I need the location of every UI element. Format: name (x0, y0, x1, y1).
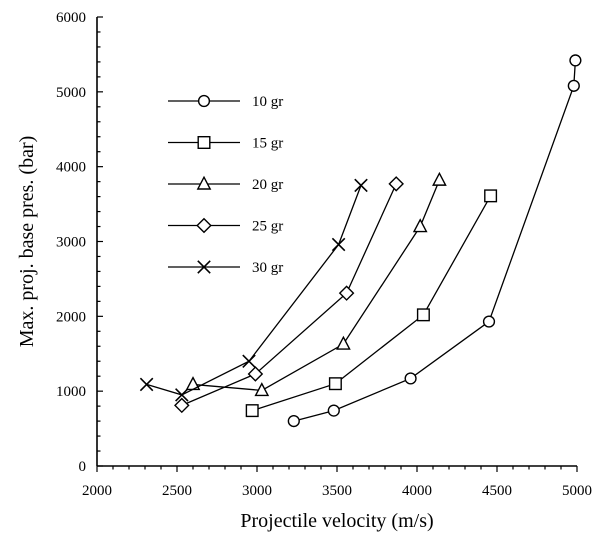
legend-marker (197, 94, 211, 108)
series-line (192, 179, 441, 392)
legend-marker (196, 217, 212, 234)
y-axis-title: Max. proj. base pres. (bar) (16, 136, 38, 348)
y-tick-label: 4000 (56, 160, 86, 176)
x-tick-label: 4500 (482, 483, 512, 499)
legend-label: 15 gr (252, 136, 283, 152)
data-point (327, 404, 340, 417)
data-point (416, 308, 430, 322)
series-group (185, 171, 447, 397)
data-point (245, 404, 259, 418)
axes (96, 17, 577, 467)
y-tick-label: 3000 (56, 235, 86, 251)
legend-label: 20 gr (252, 177, 283, 193)
data-point (482, 315, 496, 328)
legend: 10 gr 15 gr 20 gr 25 gr 30 gr (168, 94, 283, 276)
data-point (388, 176, 404, 192)
data-point (338, 285, 355, 301)
data-point (254, 382, 270, 397)
series-group (245, 189, 498, 418)
series-line (251, 195, 492, 412)
legend-item: 30 gr (168, 260, 283, 276)
x-tick-label: 2000 (82, 483, 112, 499)
x-axis-title: Projectile velocity (m/s) (240, 510, 433, 532)
legend-marker (197, 260, 211, 274)
series-layer (139, 54, 582, 428)
data-point (175, 388, 189, 402)
legend-marker (196, 175, 212, 190)
legend-marker (197, 135, 211, 149)
series-group (139, 178, 368, 402)
x-tick-label: 4000 (402, 483, 432, 499)
x-tick-label: 3000 (242, 483, 272, 499)
data-point (336, 335, 351, 350)
x-axis-ticks: 2000 2500 3000 3500 4000 4500 5000 (82, 466, 592, 499)
legend-label: 25 gr (252, 219, 283, 235)
data-point (484, 189, 498, 203)
data-point (567, 79, 580, 92)
x-tick-label: 5000 (562, 483, 592, 499)
y-tick-label: 5000 (56, 85, 86, 101)
legend-item: 10 gr (168, 94, 283, 110)
data-point (412, 218, 428, 233)
legend-item: 15 gr (168, 136, 283, 152)
series-group (174, 176, 404, 414)
y-tick-label: 6000 (56, 10, 86, 26)
series-line (146, 185, 362, 396)
y-tick-label: 1000 (56, 384, 86, 400)
x-tick-label: 3500 (322, 483, 352, 499)
data-point (287, 415, 300, 428)
data-point (331, 237, 346, 252)
x-tick-label: 2500 (162, 483, 192, 499)
data-point (174, 397, 190, 414)
data-point (242, 354, 256, 368)
legend-item: 25 gr (168, 217, 283, 235)
data-point (569, 54, 582, 67)
legend-label: 30 gr (252, 260, 283, 276)
legend-label: 10 gr (252, 94, 283, 110)
y-tick-label: 0 (79, 459, 87, 475)
series-group (287, 54, 582, 428)
data-point (432, 171, 447, 186)
data-point (404, 372, 417, 385)
y-axis-ticks: 0 1000 2000 3000 4000 5000 6000 (56, 10, 103, 475)
legend-item: 20 gr (168, 175, 283, 193)
series-line (181, 183, 397, 406)
series-line (293, 60, 577, 422)
data-point (139, 377, 154, 392)
data-point (247, 366, 264, 382)
data-point (354, 178, 368, 193)
y-tick-label: 2000 (56, 309, 86, 325)
data-point (328, 377, 342, 391)
